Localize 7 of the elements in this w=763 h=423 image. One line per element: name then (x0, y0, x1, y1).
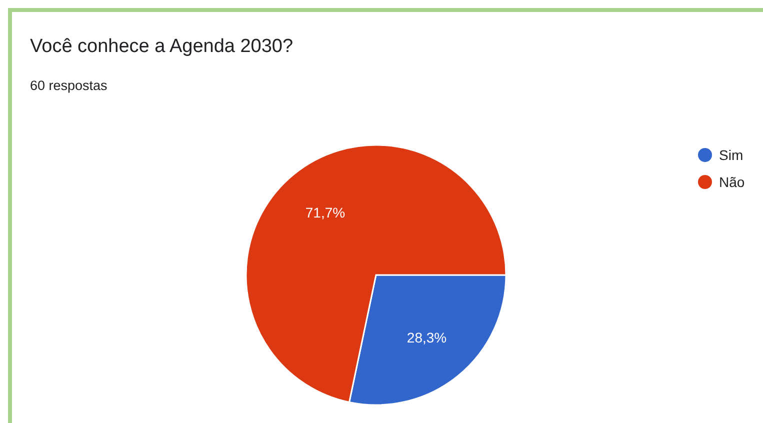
pie-slice (245, 144, 507, 403)
data-label: 28,3% (406, 329, 447, 346)
data-label: 71,7% (305, 204, 346, 220)
chart-title: Você conhece a Agenda 2030? (30, 36, 294, 57)
legend-label: Não (719, 174, 745, 190)
legend-label: Sim (719, 146, 744, 163)
text: 60 respostas (30, 78, 108, 93)
